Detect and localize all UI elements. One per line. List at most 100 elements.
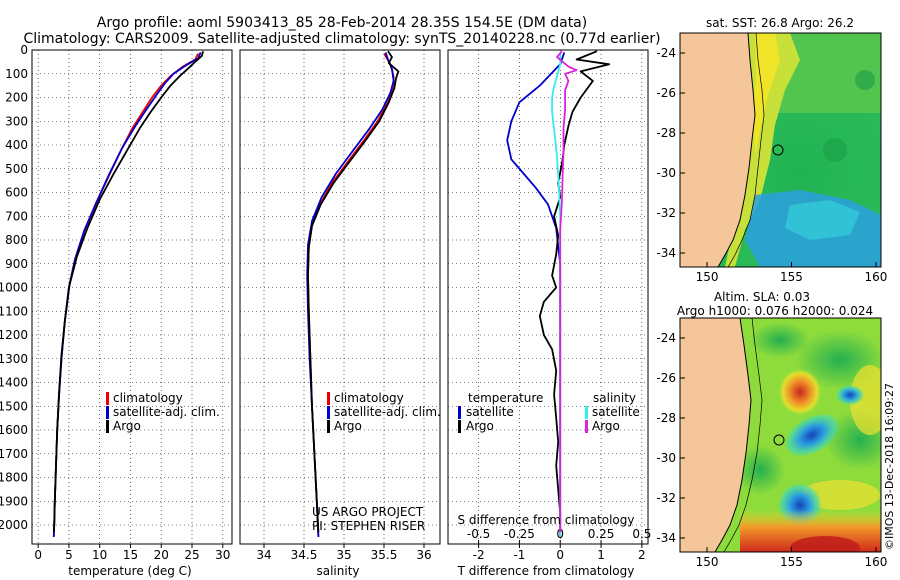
sst-coastline: [717, 33, 756, 267]
legend-swatch-satellite: [106, 406, 109, 419]
map-lon-label: 160: [864, 555, 887, 569]
series-t-argo: [538, 50, 611, 533]
depth-tick-label: 400: [5, 138, 28, 152]
legend-swatch-s-satellite: [585, 406, 588, 419]
depth-tick-label: 300: [5, 114, 28, 128]
depth-tick-label: 700: [5, 209, 28, 223]
s-difference-x-ticks: -0.5 -0.25 0 0.25 0.5: [467, 527, 651, 544]
x-tick-label: -0.25: [504, 527, 535, 541]
sla-shelf-contour: [723, 318, 763, 552]
sla-map-ticks: 150 155 160 -24 -26 -28 -30 -32 -34: [656, 331, 887, 569]
salinity-legend: climatology satellite-adj. clim. Argo: [327, 391, 441, 433]
legend-swatch-climatology: [106, 392, 109, 405]
series-argo: [52, 50, 204, 533]
depth-tick-label: 1800: [0, 471, 28, 485]
sla-map-title-line2: Argo h1000: 0.076 h2000: 0.024: [677, 304, 873, 318]
map-lon-label: 155: [780, 270, 803, 284]
sla-warm-eddy: [778, 368, 822, 416]
legend-swatch-climatology: [327, 392, 330, 405]
x-tick-label: 2: [638, 548, 646, 562]
figure-title-line2: Climatology: CARS2009. Satellite-adjuste…: [23, 31, 660, 47]
legend-title-temperature: temperature: [468, 391, 543, 405]
depth-tick-label: 200: [5, 91, 28, 105]
map-lat-label: -30: [656, 451, 676, 465]
s-difference-xlabel: S difference from climatology: [458, 513, 635, 527]
map-lat-label: -34: [656, 246, 676, 260]
x-tick-label: 1: [597, 548, 605, 562]
map-lon-label: 150: [696, 555, 719, 569]
x-tick-label: 5: [65, 548, 73, 562]
depth-tick-label: 800: [5, 233, 28, 247]
x-tick-label: 35: [336, 548, 351, 562]
sst-shelf-contour: [727, 33, 765, 267]
pi-credit: PI: STEPHEN RISER: [312, 519, 425, 533]
map-lat-label: -32: [656, 491, 676, 505]
sst-cool-patch: [785, 200, 860, 240]
x-tick-label: 15: [123, 548, 138, 562]
legend-swatch-argo: [106, 420, 109, 433]
map-lat-label: -26: [656, 371, 676, 385]
depth-tick-label: 100: [5, 67, 28, 81]
legend-label-argo: Argo: [334, 419, 362, 433]
sla-map: [680, 318, 881, 552]
map-lat-label: -24: [656, 46, 676, 60]
sla-float-marker: [773, 434, 785, 446]
temperature-xlabel: temperature (deg C): [68, 564, 191, 578]
x-tick-label: 0: [34, 548, 42, 562]
sla-map-frame: [679, 317, 882, 553]
depth-tick-label: 1000: [0, 281, 28, 295]
x-tick-label: 34.5: [291, 548, 318, 562]
sst-warm-coastal-current: [725, 33, 800, 267]
series-argo: [307, 50, 400, 533]
x-tick-label: 25: [184, 548, 199, 562]
map-lat-label: -26: [656, 86, 676, 100]
legend-label-argo: Argo: [113, 419, 141, 433]
legend-label-s-satellite: satellite: [592, 405, 640, 419]
sla-coastline: [714, 318, 752, 552]
depth-tick-label: 2000: [0, 518, 28, 532]
depth-tick-label: 1300: [0, 352, 28, 366]
map-lat-label: -32: [656, 206, 676, 220]
legend-swatch-t-satellite: [458, 406, 461, 419]
figure-title-line1: Argo profile: aoml 5903413_85 28-Feb-201…: [97, 15, 587, 31]
sst-map: [680, 33, 881, 267]
sla-cool-eddy-3: [836, 385, 864, 405]
legend-label-satellite: satellite-adj. clim.: [334, 405, 441, 419]
x-tick-label: 34: [256, 548, 271, 562]
legend-title-salinity: salinity: [593, 391, 636, 405]
x-tick-label: 20: [154, 548, 169, 562]
salinity-lines: [306, 50, 400, 537]
salinity-x-ticks: 34 34.5 35 35.5 36: [256, 544, 432, 562]
imos-credit: ©IMOS 13-Dec-2018 16:09:27: [883, 383, 896, 550]
grid-layer: [32, 49, 648, 544]
sst-land: [680, 33, 755, 267]
temperature-legend: climatology satellite-adj. clim. Argo: [106, 391, 220, 433]
series-s-argo: [556, 50, 578, 533]
depth-tick-label: 1200: [0, 328, 28, 342]
legend-swatch-satellite: [327, 406, 330, 419]
depth-tick-label: 0: [20, 43, 28, 57]
map-lon-label: 160: [864, 270, 887, 284]
map-lat-label: -28: [656, 126, 676, 140]
sla-warm-core-bottom: [790, 536, 860, 552]
sst-map-frame: [679, 32, 882, 268]
depth-axis: 0 100 200 300 400 500 600 700 800 900 1000 1100 1200…: [0, 43, 28, 532]
legend-swatch-t-argo: [458, 420, 461, 433]
sla-land: [680, 318, 751, 552]
depth-tick-label: 1100: [0, 304, 28, 318]
x-tick-label: -2: [473, 548, 485, 562]
x-tick-label: 0.25: [588, 527, 615, 541]
map-lat-label: -24: [656, 331, 676, 345]
legend-swatch-argo: [327, 420, 330, 433]
x-tick-label: 10: [92, 548, 107, 562]
sst-float-marker: [772, 144, 784, 156]
x-tick-label: -0.5: [467, 527, 490, 541]
depth-tick-label: 1700: [0, 447, 28, 461]
depth-tick-label: 600: [5, 186, 28, 200]
map-lon-label: 155: [780, 555, 803, 569]
t-difference-xlabel: T difference from climatology: [457, 564, 635, 578]
depth-tick-label: 900: [5, 257, 28, 271]
legend-swatch-s-argo: [585, 420, 588, 433]
salinity-xlabel: salinity: [316, 564, 359, 578]
map-lon-label: 150: [696, 270, 719, 284]
